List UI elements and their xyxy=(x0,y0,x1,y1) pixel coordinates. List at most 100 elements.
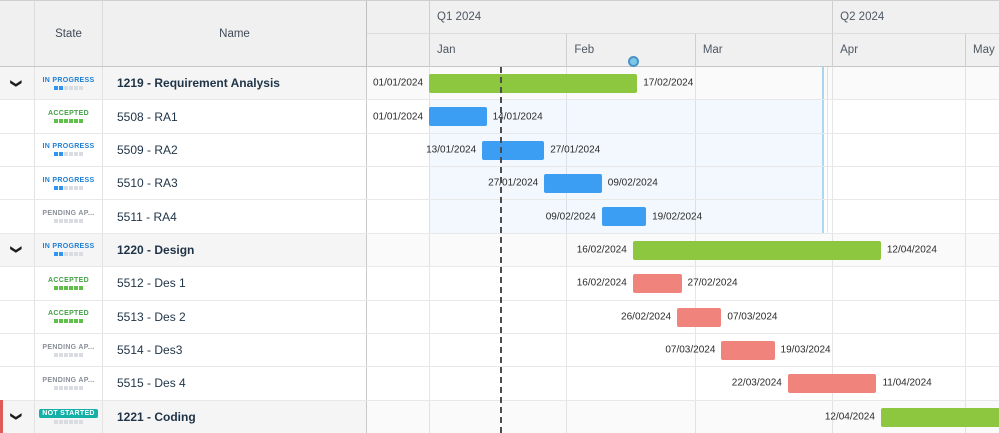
status-badge[interactable]: IN PROGRESS xyxy=(42,176,95,184)
progress-square xyxy=(54,119,58,124)
work-package-link[interactable]: 5515 - Des 4 xyxy=(117,376,186,391)
status-badge[interactable]: IN PROGRESS xyxy=(42,143,95,151)
work-package-link[interactable]: 5508 - RA1 xyxy=(117,109,178,124)
progress-square xyxy=(59,319,63,324)
row-toggle-cell xyxy=(0,367,35,400)
row-name-cell: 1221 - Coding xyxy=(103,400,367,433)
progress-square xyxy=(79,185,83,190)
progress-square xyxy=(69,185,73,190)
progress-square xyxy=(74,420,78,425)
bar-start-date: 09/02/2024 xyxy=(545,211,596,223)
status-badge[interactable]: PENDING AP... xyxy=(42,376,95,384)
gantt-row: PENDING AP... 5511 - RA4 09/02/2024 19/02/2… xyxy=(0,200,999,234)
work-package-link[interactable]: 5514 - Des3 xyxy=(117,343,183,358)
row-toggle-cell xyxy=(0,100,35,133)
progress-squares xyxy=(54,352,83,357)
progress-square xyxy=(59,152,63,157)
toggle-column-header xyxy=(0,1,35,66)
bar-end-date: 12/04/2024 xyxy=(886,244,937,256)
status-badge[interactable]: IN PROGRESS xyxy=(42,243,95,251)
progress-square xyxy=(54,319,58,324)
work-package-link[interactable]: 5512 - Des 1 xyxy=(117,276,186,291)
progress-square xyxy=(59,352,63,357)
work-package-link[interactable]: 5511 - RA4 xyxy=(117,209,177,224)
chevron-down-icon[interactable]: ❯ xyxy=(10,78,23,88)
gantt-bar[interactable] xyxy=(632,274,682,294)
bar-start-date: 16/02/2024 xyxy=(576,244,627,256)
progress-square xyxy=(79,352,83,357)
progress-square xyxy=(74,285,78,290)
progress-square xyxy=(59,85,63,90)
bar-end-date: 27/01/2024 xyxy=(550,144,601,156)
row-name-cell: 5515 - Des 4 xyxy=(103,367,367,400)
progress-square xyxy=(64,85,68,90)
progress-square xyxy=(54,219,58,224)
months-row: Jan Feb Mar Apr May xyxy=(367,34,999,67)
progress-square xyxy=(69,352,73,357)
work-package-link[interactable]: 1221 - Coding xyxy=(117,409,196,424)
gantt-row: IN PROGRESS 5509 - RA2 13/01/2024 27/01/202… xyxy=(0,133,999,168)
status-badge[interactable]: ACCEPTED xyxy=(48,310,89,318)
progress-square xyxy=(54,385,58,390)
row-toggle-cell: ❯ xyxy=(0,233,35,267)
work-package-link[interactable]: 5513 - Des 2 xyxy=(117,309,186,324)
work-package-link[interactable]: 1219 - Requirement Analysis xyxy=(117,76,280,91)
progress-squares xyxy=(54,219,83,224)
row-name-cell: 5513 - Des 2 xyxy=(103,300,367,333)
chevron-down-icon[interactable]: ❯ xyxy=(10,412,23,422)
row-toggle-cell xyxy=(0,167,35,200)
gantt-bar[interactable] xyxy=(721,340,775,360)
gantt-bar[interactable] xyxy=(787,374,877,394)
bar-start-date: 27/01/2024 xyxy=(488,177,539,189)
gantt-bar[interactable] xyxy=(482,140,545,160)
status-badge[interactable]: PENDING AP... xyxy=(42,343,95,351)
row-timeline: 13/01/2024 27/01/2024 xyxy=(367,134,999,166)
gantt-bar[interactable] xyxy=(429,107,487,127)
bar-start-date: 16/02/2024 xyxy=(576,277,627,289)
progress-square xyxy=(79,85,83,90)
progress-squares xyxy=(54,119,83,124)
progress-square xyxy=(79,420,83,425)
gantt-bar[interactable] xyxy=(632,240,881,260)
row-toggle-cell xyxy=(0,200,35,233)
progress-square xyxy=(79,319,83,324)
progress-square xyxy=(79,119,83,124)
month-label: Jan xyxy=(429,34,456,67)
status-badge[interactable]: IN PROGRESS xyxy=(42,76,95,84)
progress-square xyxy=(74,119,78,124)
status-badge[interactable]: ACCEPTED xyxy=(48,110,89,118)
progress-square xyxy=(64,119,68,124)
row-name-cell: 1219 - Requirement Analysis xyxy=(103,67,367,100)
status-badge[interactable]: ACCEPTED xyxy=(48,276,89,284)
progress-square xyxy=(74,185,78,190)
status-badge[interactable]: NOT STARTED xyxy=(39,409,98,419)
row-name-cell: 5511 - RA4 xyxy=(103,200,367,233)
work-package-link[interactable]: 5510 - RA3 xyxy=(117,176,178,191)
gantt-bar[interactable] xyxy=(677,307,722,327)
row-timeline: 22/03/2024 11/04/2024 xyxy=(367,367,999,399)
quarter-label: Q2 2024 xyxy=(832,1,884,33)
gantt-row: ❯ IN PROGRESS 1220 - Design 16/02/2024 12/04… xyxy=(0,233,999,268)
gantt-bar[interactable] xyxy=(880,407,999,427)
work-package-link[interactable]: 1220 - Design xyxy=(117,242,195,257)
row-state-cell: ACCEPTED xyxy=(35,100,103,133)
progress-square xyxy=(64,385,68,390)
month-label: Mar xyxy=(694,34,723,67)
gantt-bar[interactable] xyxy=(544,174,602,194)
work-package-link[interactable]: 5509 - RA2 xyxy=(117,142,178,157)
progress-square xyxy=(69,119,73,124)
progress-square xyxy=(79,285,83,290)
state-column-header: State xyxy=(35,1,103,66)
progress-square xyxy=(54,252,58,257)
progress-square xyxy=(64,285,68,290)
gantt-bar[interactable] xyxy=(429,74,638,93)
gantt-bar[interactable] xyxy=(601,207,647,227)
row-state-cell: IN PROGRESS xyxy=(35,133,103,167)
progress-squares xyxy=(54,319,83,324)
name-column-header: Name xyxy=(103,1,367,66)
row-state-cell: ACCEPTED xyxy=(35,267,103,300)
progress-square xyxy=(69,85,73,90)
chevron-down-icon[interactable]: ❯ xyxy=(10,245,23,255)
status-badge[interactable]: PENDING AP... xyxy=(42,210,95,218)
row-timeline: 01/01/2024 17/02/2024 xyxy=(367,67,999,100)
